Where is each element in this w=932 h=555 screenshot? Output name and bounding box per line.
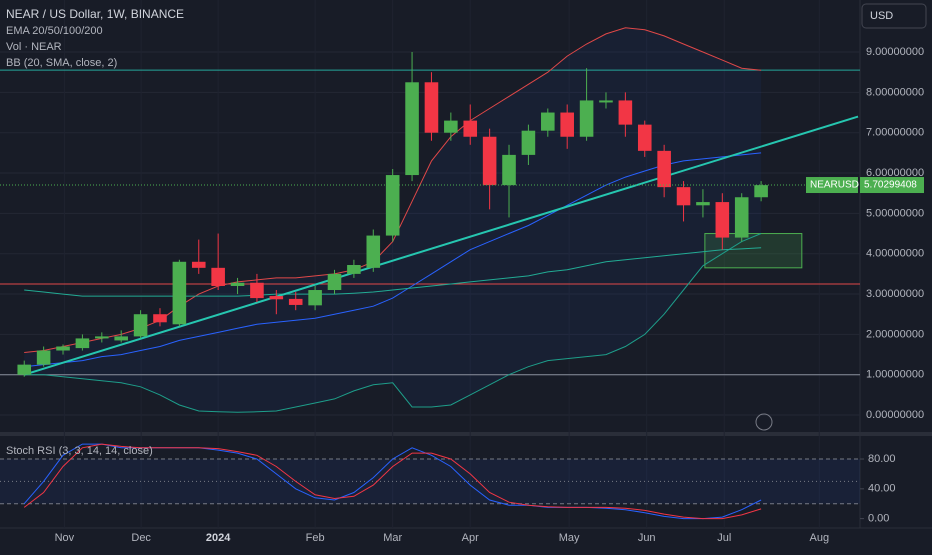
- candle-body: [637, 124, 652, 151]
- candle-body: [754, 185, 768, 198]
- y-tick-label: 0.00: [868, 513, 889, 525]
- currency-label[interactable]: USD: [870, 10, 893, 22]
- x-tick-label: 2024: [206, 532, 231, 544]
- y-tick-label: 1.00000000: [866, 369, 924, 381]
- candle-body: [75, 338, 90, 349]
- y-tick-label: 2.00000000: [866, 328, 924, 340]
- indicator-label: BB (20, SMA, close, 2): [6, 57, 117, 69]
- price-tag-symbol: NEARUSD: [810, 180, 859, 191]
- candle-body: [153, 314, 167, 323]
- y-tick-label: 6.00000000: [866, 167, 924, 179]
- candle-body: [502, 154, 516, 186]
- candle-body: [696, 202, 710, 206]
- x-tick-label: Nov: [55, 532, 75, 544]
- candle-body: [17, 364, 32, 375]
- candle-body: [618, 100, 633, 125]
- y-tick-label: 5.00000000: [866, 207, 924, 219]
- candle-body: [191, 261, 206, 268]
- plot-layer: 0.00000000 1.00000000 2.00000000 3.00000000…: [0, 27, 925, 544]
- y-tick-label: 80.00: [868, 453, 896, 465]
- candle-body: [521, 130, 536, 155]
- y-tick-label: 8.00000000: [866, 86, 924, 98]
- candle-body: [95, 336, 109, 339]
- candle-body: [172, 261, 187, 325]
- candle-body: [541, 112, 555, 131]
- candle-body: [676, 187, 691, 206]
- pane-title: Stoch RSI (3, 3, 14, 14, close): [6, 445, 153, 457]
- candle-body: [36, 350, 51, 365]
- chart-title: NEAR / US Dollar, 1W, BINANCE: [6, 7, 184, 21]
- x-tick-label: Feb: [306, 532, 325, 544]
- candle-body: [715, 202, 730, 238]
- candle-body: [444, 120, 458, 133]
- x-tick-label: Apr: [462, 532, 479, 544]
- candle-body: [385, 175, 400, 236]
- pane-separator: [0, 432, 932, 436]
- y-tick-label: 7.00000000: [866, 127, 924, 139]
- candle-body: [308, 290, 322, 306]
- currency-button[interactable]: [861, 3, 927, 29]
- candle-body: [463, 120, 478, 137]
- x-tick-label: Jul: [717, 532, 731, 544]
- candle-body: [347, 265, 361, 274]
- candle-body: [482, 136, 497, 186]
- candle-body: [560, 112, 574, 137]
- y-tick-label: 0.00000000: [866, 409, 924, 421]
- zone-box: [704, 233, 803, 269]
- candle-body: [405, 82, 419, 176]
- indicator-label: EMA 20/50/100/200: [6, 25, 103, 37]
- candle-body: [114, 336, 128, 341]
- candle-body: [424, 82, 439, 133]
- candle-body: [288, 298, 303, 305]
- y-tick-label: 4.00000000: [866, 248, 924, 260]
- candle-body: [269, 296, 284, 300]
- candle-body: [366, 235, 381, 268]
- indicator-line: [24, 152, 762, 368]
- price-tag-value: 5.70299408: [864, 180, 917, 191]
- candle-body: [734, 197, 749, 238]
- candle-body: [211, 267, 225, 286]
- candle-body: [579, 100, 594, 137]
- candle-body: [133, 314, 148, 337]
- candle-body: [230, 282, 245, 286]
- x-tick-label: Dec: [131, 532, 151, 544]
- x-tick-label: Jun: [638, 532, 656, 544]
- candle-body: [250, 282, 264, 299]
- indicator-line: [24, 233, 762, 413]
- trend-line: [23, 115, 859, 376]
- candle-body: [327, 273, 342, 291]
- candle-body: [657, 150, 671, 188]
- candle-body: [599, 100, 613, 103]
- rsi-line: [23, 443, 762, 520]
- y-tick-label: 40.00: [868, 483, 896, 495]
- indicator-label: Vol · NEAR: [6, 41, 62, 53]
- band-fill: [24, 27, 762, 413]
- x-tick-label: Mar: [383, 532, 402, 544]
- y-tick-label: 3.00000000: [866, 288, 924, 300]
- alert-icon[interactable]: [755, 413, 773, 431]
- y-tick-label: 9.00000000: [866, 46, 924, 58]
- x-tick-label: Aug: [809, 532, 829, 544]
- x-tick-label: May: [559, 532, 580, 544]
- indicator-line: [24, 247, 762, 297]
- price-tag: [860, 177, 924, 194]
- candle-body: [56, 346, 70, 351]
- price-tag: [806, 177, 858, 194]
